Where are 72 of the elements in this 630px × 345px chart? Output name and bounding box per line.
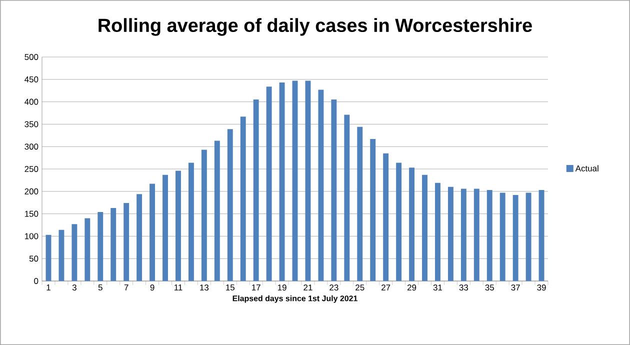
y-tick-label: 450 [24, 76, 38, 82]
bar [526, 192, 532, 281]
bar [227, 129, 233, 281]
x-tick-label: 5 [98, 284, 102, 290]
y-tick-label: 350 [24, 121, 38, 128]
bar [176, 170, 181, 281]
bar [512, 194, 518, 281]
bar [240, 116, 246, 281]
x-tick-label: 27 [382, 284, 390, 290]
bar [214, 140, 220, 281]
x-tick-label: 19 [278, 284, 286, 291]
y-tick-label: 500 [24, 54, 38, 60]
y-tick-label: 200 [24, 188, 38, 194]
bar [422, 174, 428, 281]
bar [409, 168, 414, 281]
x-tick-label: 17 [252, 284, 260, 290]
x-tick-label: 1 [46, 284, 50, 290]
x-tick-label: 9 [150, 284, 154, 291]
bar [84, 218, 90, 281]
bar [448, 186, 454, 281]
chart-title: Rolling average of daily cases in Worcestershire [98, 18, 532, 36]
x-tick-label: 21 [304, 284, 312, 290]
bar [201, 150, 207, 281]
x-tick-label: 7 [124, 284, 128, 290]
y-tick-label: 100 [24, 233, 38, 240]
bar [383, 153, 389, 281]
y-tick-label: 250 [24, 166, 38, 172]
x-tick-label: 35 [485, 284, 494, 291]
x-tick-label: 37 [511, 284, 520, 291]
bar [150, 184, 156, 281]
bar [486, 190, 492, 281]
x-tick-label: 39 [537, 284, 546, 291]
y-tick-label: 400 [24, 98, 38, 105]
x-tick-label: 13 [200, 284, 209, 291]
x-tick-label: 15 [226, 284, 234, 290]
bar [279, 82, 285, 281]
x-tick-label: 31 [433, 284, 442, 291]
x-tick-label: 33 [459, 284, 468, 291]
y-tick-label: 0 [34, 278, 38, 284]
bar [538, 190, 544, 281]
y-tick-label: 50 [29, 256, 38, 262]
bar [124, 203, 130, 281]
bar [435, 182, 440, 281]
bar [396, 162, 402, 281]
bar [318, 90, 324, 281]
bar [162, 174, 168, 281]
bar [98, 212, 104, 281]
bar [357, 126, 363, 281]
legend-label: Actual [575, 165, 598, 172]
bar [305, 80, 311, 281]
x-tick-label: 3 [72, 284, 76, 291]
bar [331, 100, 337, 281]
bar [460, 188, 466, 281]
bar [72, 224, 78, 281]
bar [266, 86, 272, 281]
x-tick-label: 29 [407, 284, 416, 291]
x-tick-label: 11 [174, 284, 182, 290]
bar [136, 194, 142, 281]
bar [344, 114, 350, 281]
bar [253, 100, 259, 281]
bar [46, 234, 52, 281]
x-tick-label: 25 [356, 284, 364, 291]
bar [58, 230, 64, 281]
y-tick-label: 150 [24, 210, 38, 217]
bar [188, 162, 194, 281]
bar [474, 188, 480, 281]
bar [370, 138, 376, 281]
bar [292, 80, 298, 281]
y-tick-label: 300 [24, 144, 38, 150]
x-tick-label: 23 [330, 284, 338, 291]
bar [500, 192, 506, 281]
bar [110, 208, 116, 281]
